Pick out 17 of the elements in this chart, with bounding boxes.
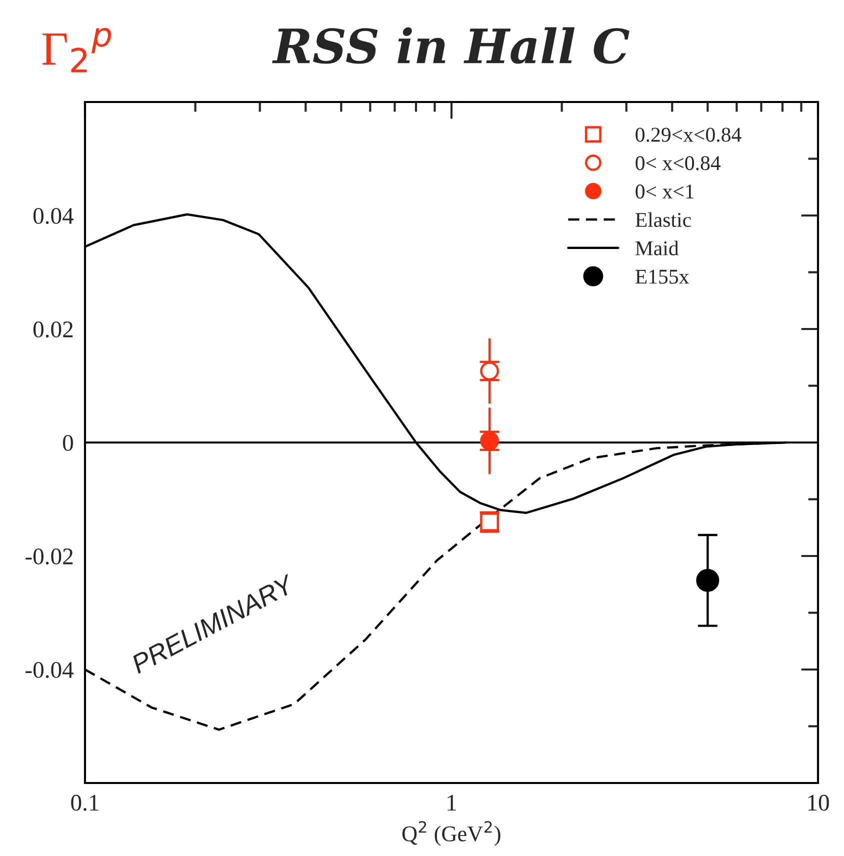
y-tick-label: 0 xyxy=(62,434,73,451)
y-tick-label: 0.04 xyxy=(33,208,74,224)
x-tick-label: 0.1 xyxy=(71,794,98,811)
legend-label: Maid xyxy=(635,240,679,256)
x-tick-label: 1 xyxy=(448,794,456,810)
y-tick-label: -0.02 xyxy=(26,548,73,565)
y-tick-label: -0.04 xyxy=(26,662,74,678)
legend-label: Elastic xyxy=(635,212,691,227)
x-axis-title: Q$^{2}$ (GeV$^{2}$) xyxy=(402,821,500,846)
legend-label: 0< x<0.84 xyxy=(636,156,721,170)
x-tick-label: 10 xyxy=(808,794,829,811)
legend-label: 0.29<x<0.84 xyxy=(636,128,742,142)
y-axis-title: Γ$_{2}$$^{p}$ xyxy=(42,28,112,72)
legend-label: 0< x<1 xyxy=(636,184,694,199)
y-tick-label: 0.02 xyxy=(33,321,73,338)
legend-label: E155x xyxy=(635,270,689,284)
chart-title: RSS in Hall C xyxy=(272,27,630,64)
